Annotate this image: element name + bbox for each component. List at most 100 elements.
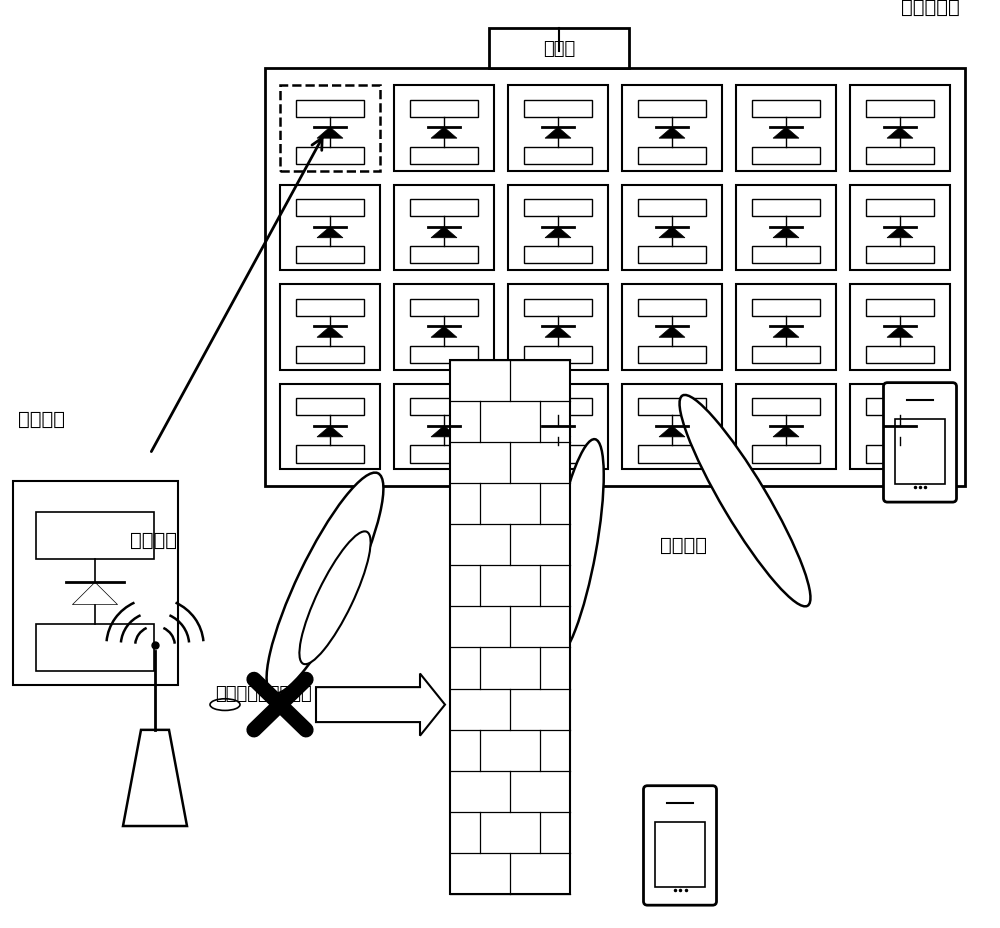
Bar: [265, 70, 965, 486]
Polygon shape: [545, 128, 571, 139]
Bar: [752, 446, 820, 463]
Bar: [296, 148, 364, 164]
Bar: [394, 285, 494, 370]
Bar: [524, 300, 592, 316]
Bar: [280, 86, 380, 172]
Polygon shape: [317, 227, 343, 238]
Text: 反射波束: 反射波束: [660, 535, 707, 554]
Polygon shape: [431, 426, 457, 437]
Polygon shape: [545, 327, 571, 338]
Bar: [450, 360, 570, 894]
Bar: [489, 29, 629, 70]
Bar: [850, 186, 950, 271]
Bar: [508, 384, 608, 470]
Bar: [280, 285, 380, 370]
Bar: [410, 446, 478, 463]
Bar: [638, 200, 706, 217]
Bar: [296, 247, 364, 264]
Bar: [410, 100, 478, 118]
Bar: [296, 200, 364, 217]
Polygon shape: [317, 128, 343, 139]
Bar: [850, 86, 950, 172]
Polygon shape: [317, 426, 343, 437]
Bar: [622, 86, 722, 172]
Bar: [736, 186, 836, 271]
Bar: [752, 399, 820, 416]
Bar: [280, 384, 380, 470]
Bar: [752, 247, 820, 264]
Ellipse shape: [680, 395, 810, 607]
Bar: [394, 384, 494, 470]
Ellipse shape: [267, 473, 383, 694]
Polygon shape: [659, 327, 685, 338]
Polygon shape: [317, 327, 343, 338]
Bar: [638, 446, 706, 463]
Bar: [638, 300, 706, 316]
Bar: [410, 346, 478, 364]
FancyBboxPatch shape: [884, 383, 957, 503]
Bar: [508, 186, 608, 271]
Bar: [36, 512, 154, 560]
Bar: [12, 482, 178, 686]
Bar: [394, 186, 494, 271]
Bar: [866, 300, 934, 316]
Bar: [638, 148, 706, 164]
Bar: [638, 247, 706, 264]
Bar: [296, 100, 364, 118]
Bar: [752, 148, 820, 164]
Bar: [638, 346, 706, 364]
Polygon shape: [431, 227, 457, 238]
Polygon shape: [431, 327, 457, 338]
Text: 控制器: 控制器: [543, 40, 575, 58]
Polygon shape: [123, 730, 187, 826]
Bar: [280, 186, 380, 271]
Bar: [866, 399, 934, 416]
Bar: [752, 300, 820, 316]
Polygon shape: [773, 227, 799, 238]
Bar: [638, 399, 706, 416]
Bar: [736, 384, 836, 470]
Bar: [655, 822, 705, 887]
Bar: [508, 86, 608, 172]
Bar: [524, 200, 592, 217]
Polygon shape: [659, 426, 685, 437]
Bar: [850, 384, 950, 470]
Polygon shape: [659, 227, 685, 238]
Bar: [866, 247, 934, 264]
Bar: [622, 186, 722, 271]
Bar: [622, 285, 722, 370]
Bar: [736, 86, 836, 172]
Polygon shape: [887, 227, 913, 238]
Bar: [752, 346, 820, 364]
Bar: [410, 300, 478, 316]
Polygon shape: [773, 327, 799, 338]
Polygon shape: [545, 227, 571, 238]
Bar: [296, 300, 364, 316]
Bar: [410, 148, 478, 164]
Bar: [895, 419, 945, 484]
Polygon shape: [773, 128, 799, 139]
Bar: [622, 384, 722, 470]
Bar: [752, 200, 820, 217]
Bar: [866, 200, 934, 217]
Text: 入射波束: 入射波束: [130, 531, 177, 549]
Bar: [410, 247, 478, 264]
Text: 被阻挡，信号损耗大: 被阻挡，信号损耗大: [215, 684, 312, 702]
Bar: [296, 346, 364, 364]
Bar: [410, 200, 478, 217]
Bar: [524, 100, 592, 118]
Bar: [866, 346, 934, 364]
Polygon shape: [887, 128, 913, 139]
Bar: [866, 148, 934, 164]
Bar: [296, 446, 364, 463]
Bar: [736, 285, 836, 370]
Bar: [36, 625, 154, 671]
Bar: [524, 446, 592, 463]
Bar: [410, 399, 478, 416]
Bar: [850, 285, 950, 370]
Bar: [394, 86, 494, 172]
Ellipse shape: [210, 699, 240, 711]
Polygon shape: [887, 327, 913, 338]
Bar: [866, 100, 934, 118]
Polygon shape: [773, 426, 799, 437]
